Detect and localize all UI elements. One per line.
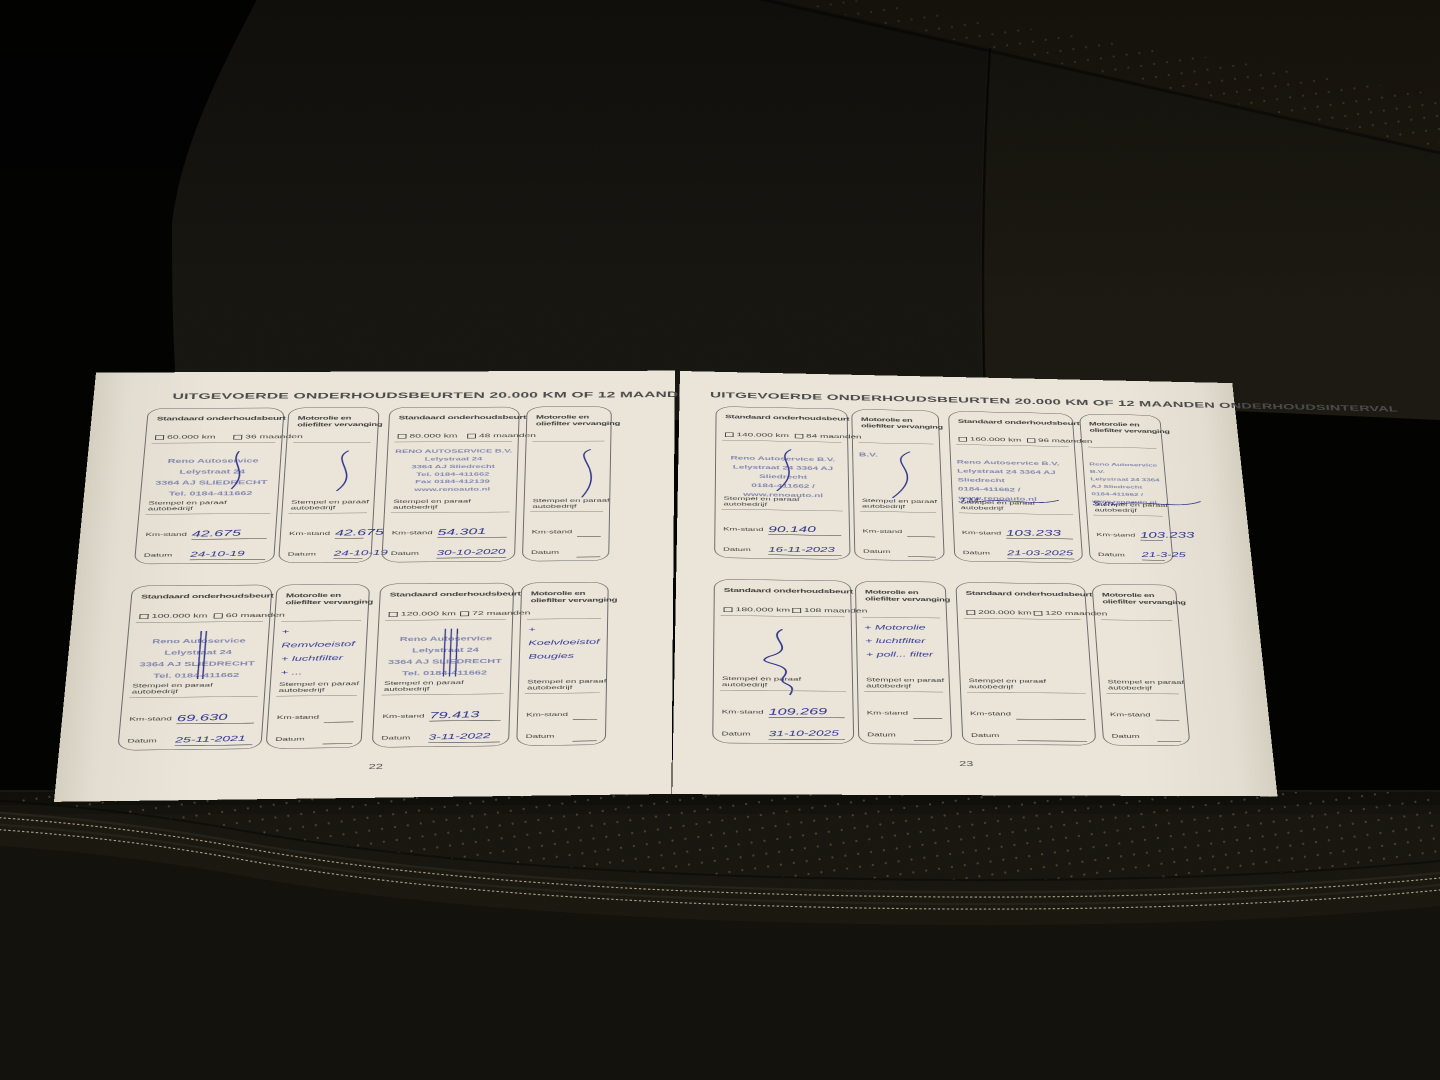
svg-text:S.m: S.m [1092,500,1114,508]
svg-text:J.M: J.M [958,497,979,505]
